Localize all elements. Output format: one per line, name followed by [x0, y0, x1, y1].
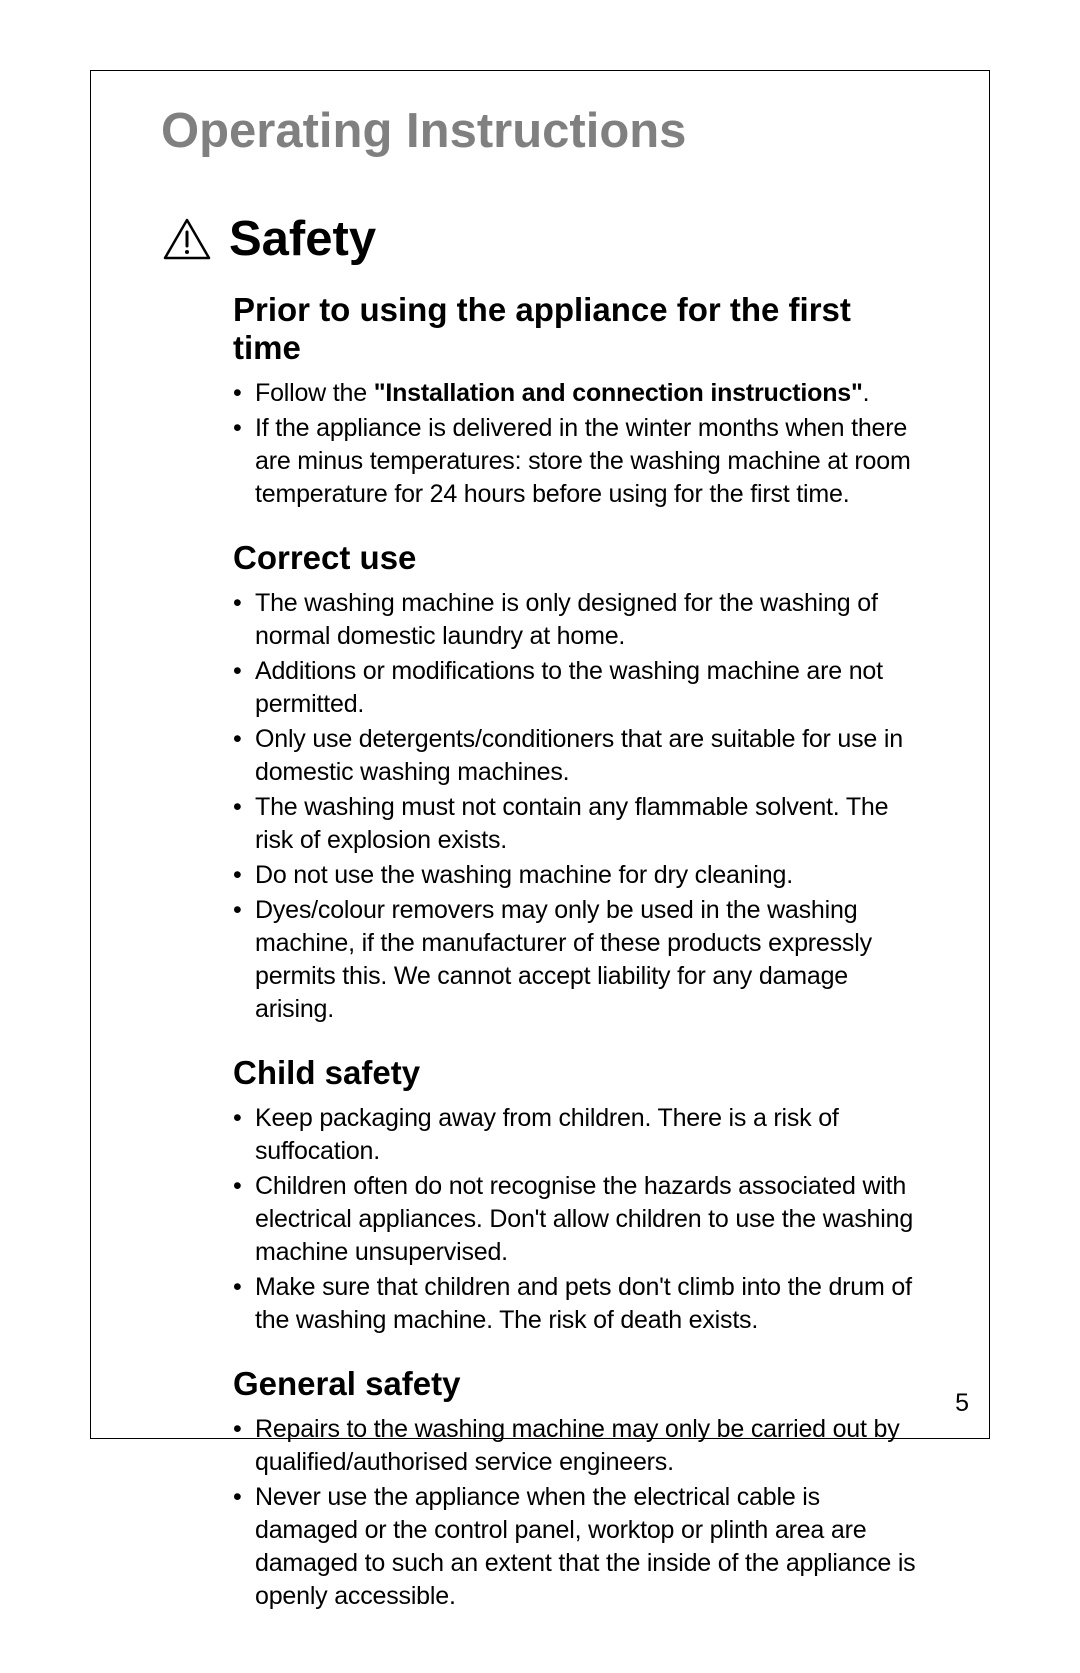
bullet-item: The washing machine is only designed for…	[233, 587, 919, 653]
bullet-text-prefix: Follow the	[255, 379, 374, 407]
subsection: Child safety Keep packaging away from chi…	[233, 1054, 919, 1337]
section-title: Safety	[229, 211, 376, 267]
content-area: Operating Instructions Safety Prior to u…	[91, 71, 989, 1673]
subsection: General safety Repairs to the washing mac…	[233, 1365, 919, 1613]
warning-icon	[163, 218, 211, 260]
bullet-item: Repairs to the washing machine may only …	[233, 1413, 919, 1479]
bullet-item: Make sure that children and pets don't c…	[233, 1271, 919, 1337]
page-frame: Operating Instructions Safety Prior to u…	[90, 70, 990, 1439]
bullet-text-bold: "Installation and connection instruction…	[374, 379, 863, 407]
subsection-title: Correct use	[233, 539, 919, 577]
bullet-item: Never use the appliance when the electri…	[233, 1481, 919, 1613]
bullet-item: Do not use the washing machine for dry c…	[233, 859, 919, 892]
bullet-list: Follow the "Installation and connection …	[233, 377, 919, 511]
main-title: Operating Instructions	[161, 103, 919, 159]
bullet-item: Only use detergents/conditioners that ar…	[233, 723, 919, 789]
subsections-container: Prior to using the appliance for the fir…	[161, 291, 919, 1613]
section-header-row: Safety	[163, 211, 919, 267]
bullet-item: Children often do not recognise the haza…	[233, 1170, 919, 1269]
subsection-title: General safety	[233, 1365, 919, 1403]
bullet-item: Keep packaging away from children. There…	[233, 1102, 919, 1168]
bullet-item: Dyes/colour removers may only be used in…	[233, 894, 919, 1026]
bullet-list: Keep packaging away from children. There…	[233, 1102, 919, 1337]
bullet-text-suffix: .	[863, 379, 870, 407]
bullet-item: The washing must not contain any flammab…	[233, 791, 919, 857]
subsection: Correct use The washing machine is only d…	[233, 539, 919, 1026]
subsection-title: Prior to using the appliance for the fir…	[233, 291, 919, 367]
bullet-item: Follow the "Installation and connection …	[233, 377, 919, 410]
bullet-item: If the appliance is delivered in the win…	[233, 412, 919, 511]
bullet-list: The washing machine is only designed for…	[233, 587, 919, 1026]
bullet-item: Additions or modifications to the washin…	[233, 655, 919, 721]
subsection: Prior to using the appliance for the fir…	[233, 291, 919, 511]
page-number: 5	[955, 1389, 969, 1418]
subsection-title: Child safety	[233, 1054, 919, 1092]
bullet-list: Repairs to the washing machine may only …	[233, 1413, 919, 1613]
